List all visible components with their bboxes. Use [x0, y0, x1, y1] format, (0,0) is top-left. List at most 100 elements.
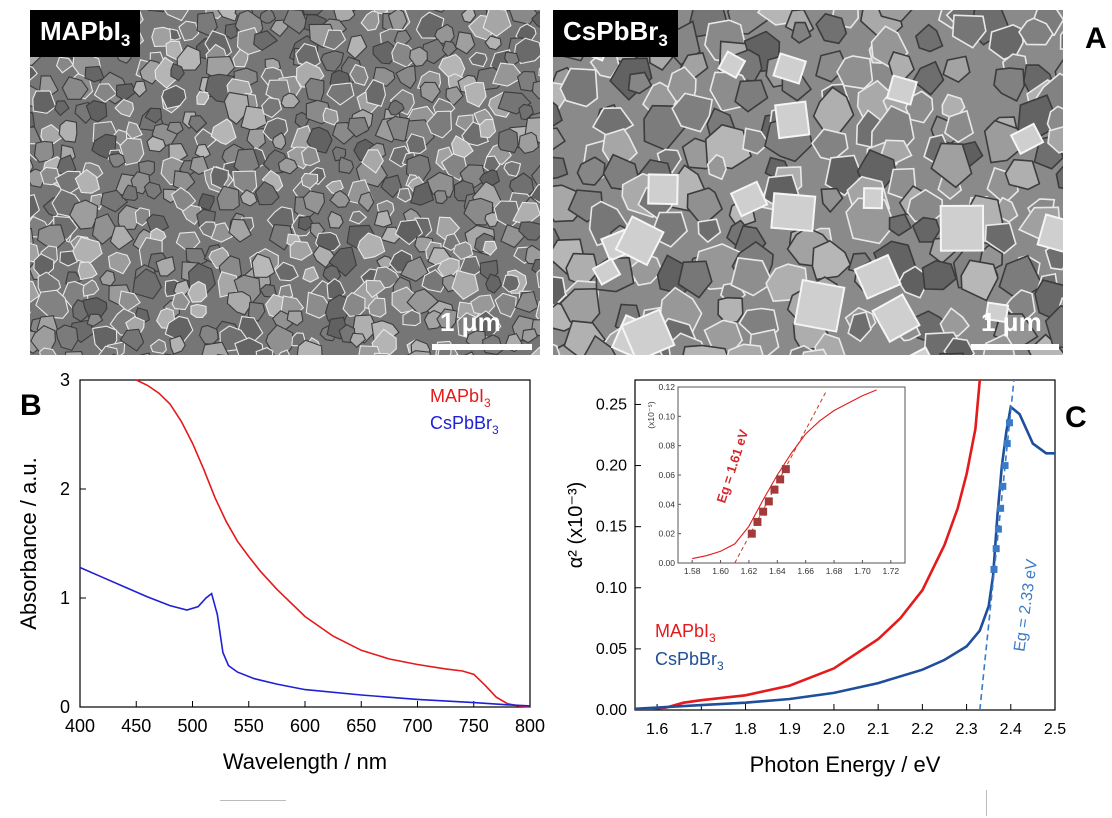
sem-grain — [91, 213, 119, 246]
sem-grain — [361, 149, 384, 174]
sem-grain — [460, 10, 477, 24]
absorbance-chart: 400 450 500 550 600 650 700 750 800 0 1 2 3 Wavelengt… — [16, 370, 545, 774]
inset-y-tick-label: 0.08 — [658, 441, 675, 451]
sem-crystal — [729, 180, 769, 218]
sem-crystal — [717, 50, 747, 80]
sem-grain — [82, 279, 100, 297]
sem-crystal — [885, 74, 918, 106]
inset-frame — [677, 386, 906, 564]
sem-grain — [296, 339, 323, 355]
panel-letter-c: C — [1065, 401, 1087, 434]
sem-grain — [30, 158, 34, 174]
sem-grain — [395, 65, 417, 90]
sem-grain — [320, 50, 345, 72]
sem-grain — [518, 221, 540, 241]
sem-grain — [329, 189, 351, 208]
plot-area — [635, 380, 1055, 710]
sem-grain — [820, 187, 844, 214]
sem-grain — [115, 83, 137, 102]
inset-fit-point — [781, 465, 790, 474]
sem-grain — [367, 297, 387, 318]
sem-grain — [836, 55, 874, 90]
sem-grain — [170, 62, 185, 82]
sem-grain — [790, 21, 812, 44]
divider-line — [986, 790, 987, 816]
sem-grain — [492, 62, 525, 87]
inset-y-tick-label: 0.04 — [658, 499, 675, 509]
sem-grain — [196, 91, 210, 106]
x-tick-label: 2.1 — [867, 721, 889, 738]
y-tick-label: 0.00 — [596, 702, 627, 719]
scale-bar-label-left: 1 μm — [440, 307, 501, 337]
sem-grain — [306, 126, 333, 154]
scale-bar-label-right: 1 μm — [981, 307, 1042, 337]
sem-grain — [815, 12, 848, 45]
sem-grain — [226, 291, 253, 316]
sem-grain — [402, 309, 421, 327]
sem-crystal — [862, 187, 884, 210]
sem-grain — [536, 269, 540, 288]
y-tick-label: 0.05 — [596, 641, 627, 658]
sem-grain — [125, 121, 143, 140]
sem-grain — [326, 82, 355, 106]
sem-grain — [30, 65, 38, 81]
sem-grain — [553, 156, 569, 180]
sem-grain — [730, 257, 774, 297]
sem-grain — [847, 311, 872, 343]
sem-grain — [352, 10, 357, 12]
panel-letter-b: B — [20, 389, 42, 422]
inset-multiplier-label: (x10⁻⁵) — [646, 401, 656, 429]
sem-grain — [178, 20, 200, 42]
sem-grain — [134, 207, 151, 227]
inset-x-tick-label: 1.60 — [712, 566, 729, 576]
sem-grain — [399, 256, 429, 282]
fit-point — [994, 525, 1002, 533]
sem-grain — [302, 190, 326, 215]
sem-grain — [30, 227, 34, 247]
inset-fit-point — [764, 497, 773, 506]
sem-grain — [314, 231, 341, 252]
sem-image-cspbbr3: CsPbBr3 1 μm — [553, 10, 1063, 355]
sem-grain — [878, 10, 913, 23]
inset-x-tick-label: 1.72 — [883, 566, 900, 576]
sem-grain — [139, 352, 150, 355]
inset-plot-area — [692, 389, 877, 563]
fit-point — [997, 504, 1005, 512]
sem-grain — [518, 103, 535, 121]
sem-grain — [181, 204, 203, 226]
sem-grain — [538, 67, 540, 77]
sem-grain — [501, 274, 520, 293]
sem-grain — [454, 31, 476, 55]
sem-grain — [960, 259, 999, 302]
sem-grain — [86, 313, 104, 327]
sem-grain — [333, 10, 356, 23]
series-line-mapbi3 — [635, 380, 982, 710]
y-tick-label: 1 — [60, 588, 70, 608]
x-tick-label: 1.9 — [779, 721, 801, 738]
sem-grain — [217, 10, 240, 22]
x-tick-label: 550 — [234, 716, 264, 736]
sem-grain — [365, 79, 386, 107]
sem-grain — [372, 40, 398, 65]
series-line-mapbi3 — [135, 379, 531, 708]
sem-grain — [216, 185, 240, 211]
series-line-cspbbr3 — [635, 404, 1055, 710]
sem-grain — [531, 346, 540, 355]
fit-point — [992, 545, 1000, 553]
sem-crystal — [1036, 213, 1063, 254]
y-axis-label: Absorbance / a.u. — [16, 457, 41, 629]
sem-grain — [74, 169, 101, 194]
sem-grain — [85, 100, 108, 123]
sem-grain — [38, 347, 57, 355]
sem-grain — [1018, 17, 1054, 46]
legend-entry: MAPbI3 — [430, 386, 491, 410]
inset-x-tick-label: 1.58 — [684, 566, 701, 576]
sem-grain — [394, 219, 424, 246]
sem-grain — [322, 107, 339, 126]
sem-grain — [39, 166, 61, 186]
sem-grain — [682, 344, 729, 355]
sem-grain — [234, 337, 264, 355]
sem-grain — [271, 131, 287, 151]
sem-grain — [513, 37, 540, 65]
sem-grain — [84, 65, 105, 83]
